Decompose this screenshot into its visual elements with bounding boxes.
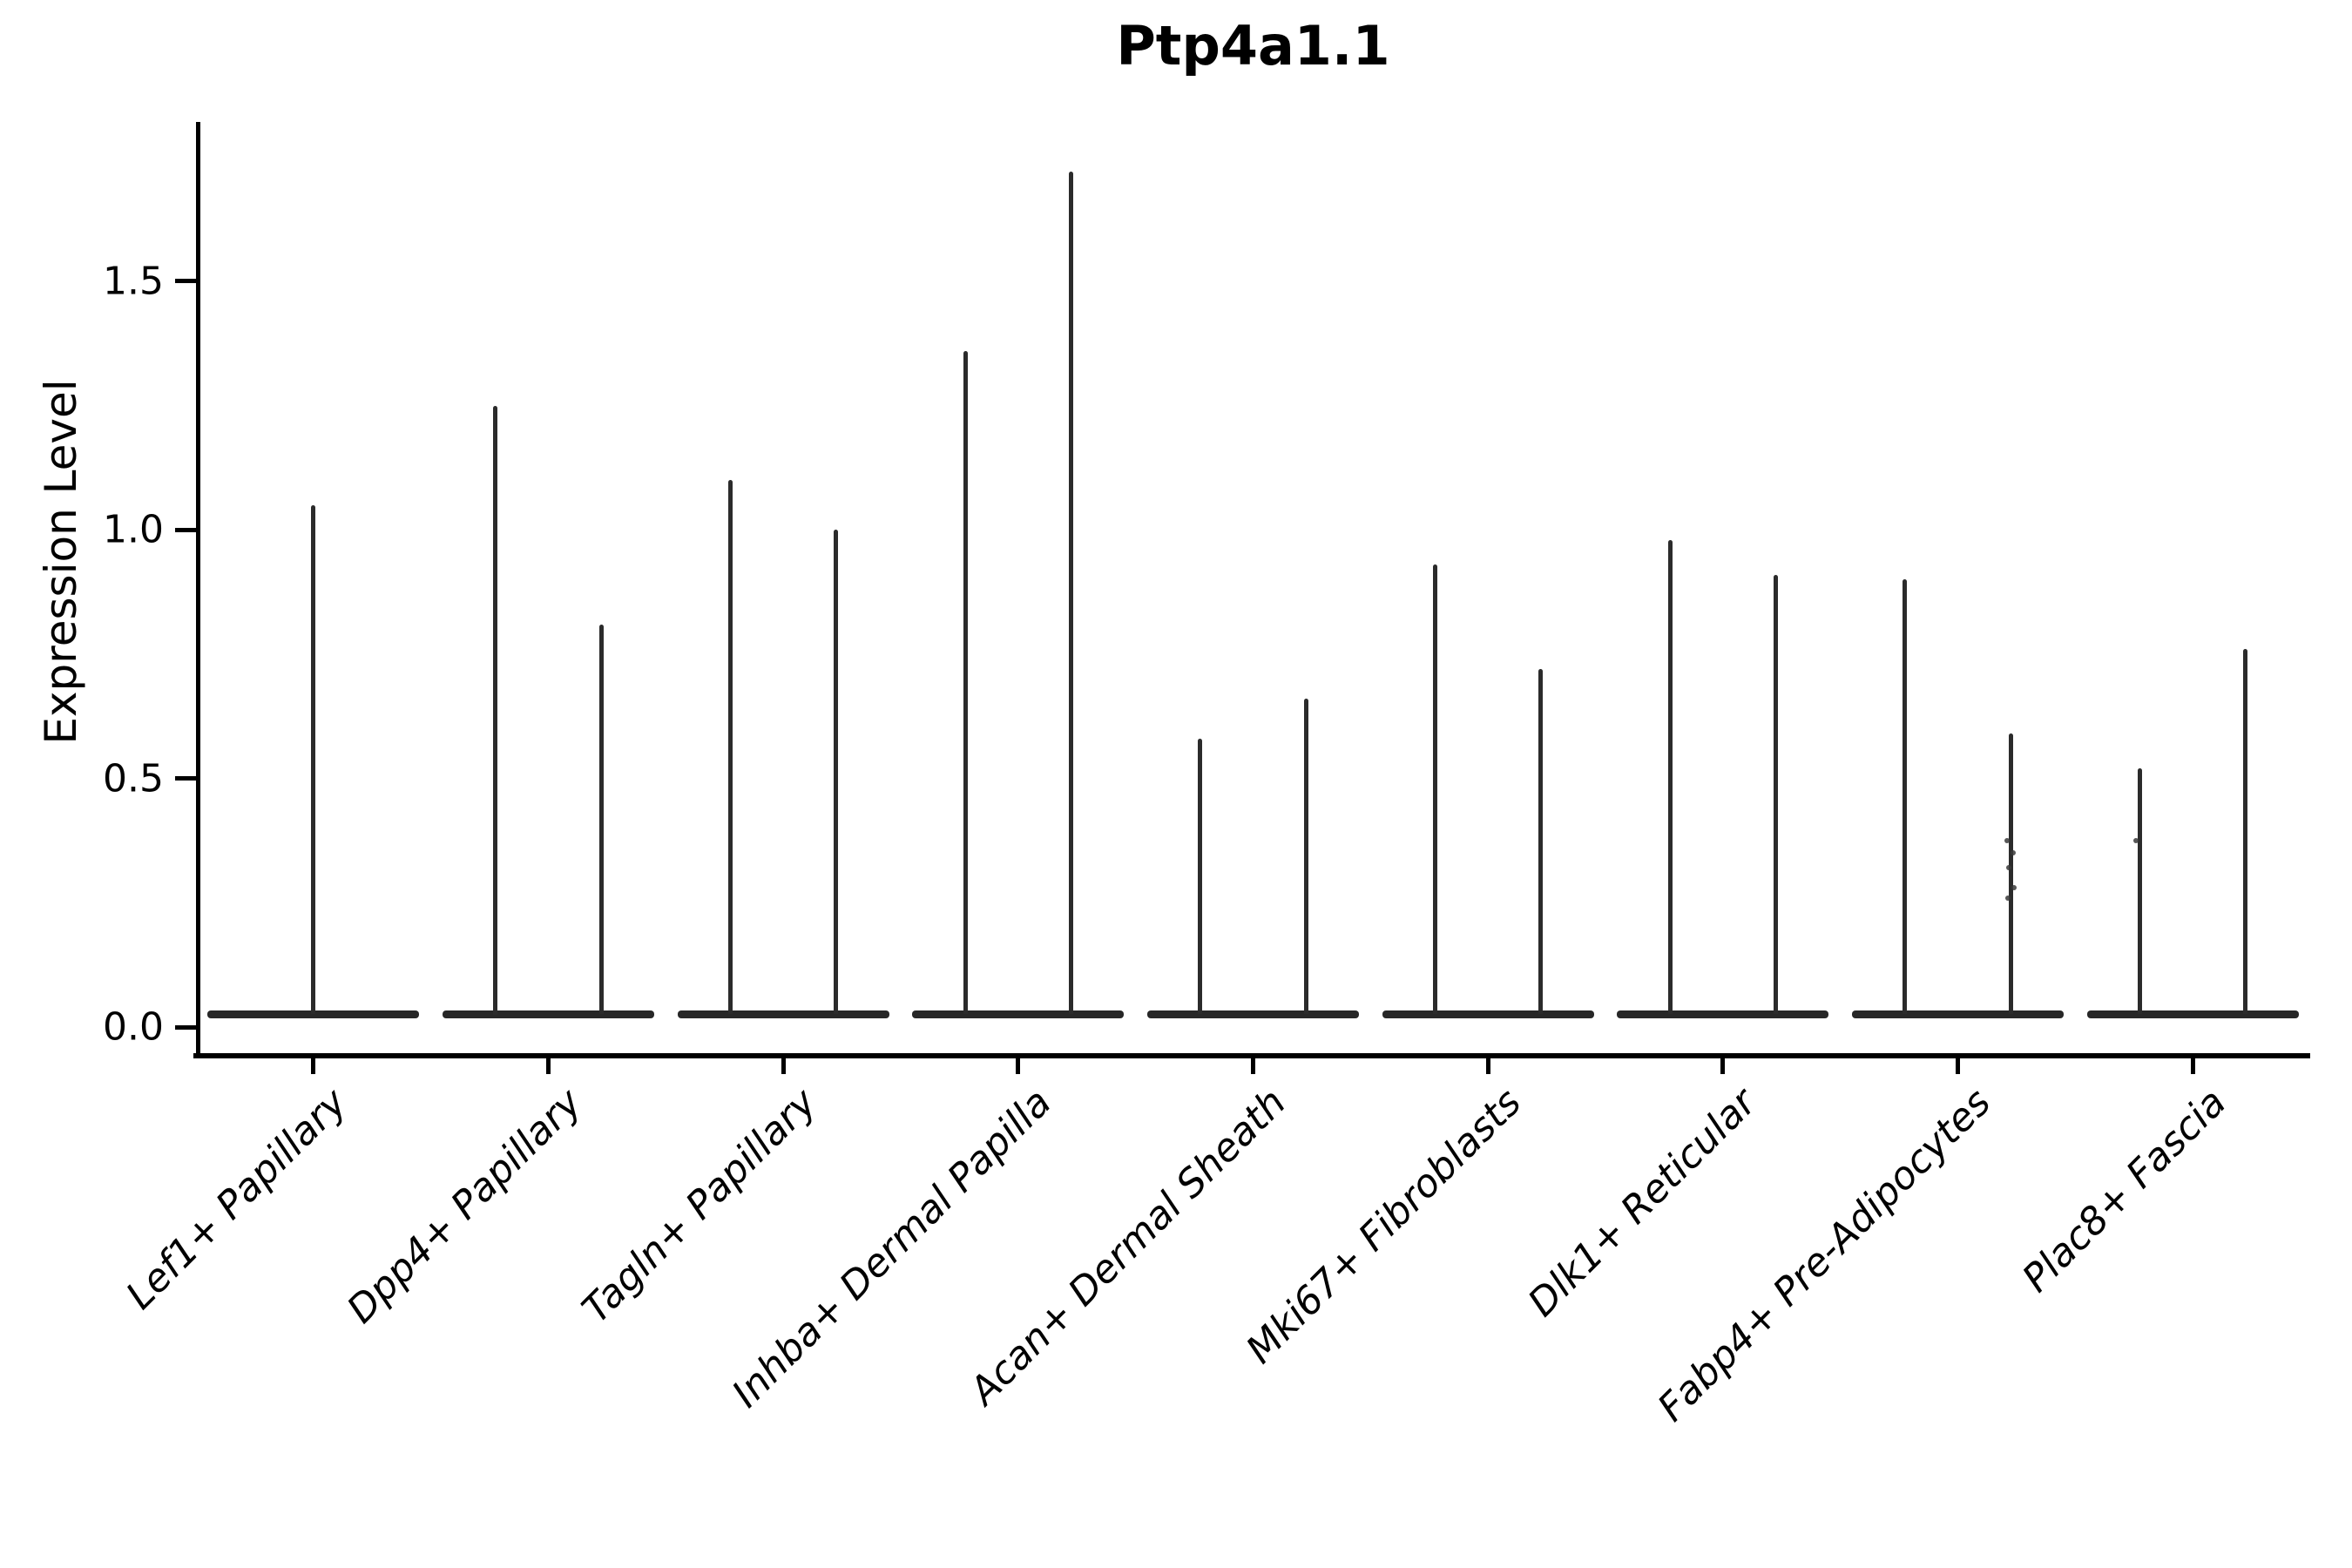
violin-spike [311,504,316,1015]
violin-spike [1069,172,1073,1015]
violin-base [443,1010,654,1018]
y-tick-mark [175,279,197,284]
x-tick-label: Dpp4+ Papillary [338,1080,591,1333]
expression-point [2004,837,2011,843]
violin-spike [1667,539,1673,1015]
x-tick-mark [1956,1056,1960,1074]
violin-spike [727,480,733,1015]
y-tick-mark [175,1024,197,1030]
violin-spike [1774,574,1778,1015]
x-tick-mark [781,1056,786,1074]
violin-spike [493,405,498,1015]
y-tick-label: 0.0 [103,1004,164,1050]
violin-spike [2008,733,2013,1015]
x-tick-mark [1720,1056,1726,1074]
y-axis-label: Expression Level [36,379,86,745]
x-tick-mark [1016,1056,1021,1074]
x-tick-label: Plac8+ Fascia [2013,1080,2235,1301]
expression-point [2005,895,2011,901]
violin-base [677,1010,889,1018]
x-tick-label: Tagln+ Papillary [573,1080,826,1332]
y-tick-label: 1.5 [103,259,164,304]
expression-point [2133,837,2139,843]
violin-spike [2243,649,2248,1015]
x-tick-mark [546,1056,551,1074]
violin-base [2086,1010,2299,1018]
y-tick-mark [175,527,197,532]
violin-spike [1303,699,1308,1015]
x-tick-mark [2190,1056,2195,1074]
y-axis-spine [196,122,200,1058]
violin-spike [1198,738,1203,1015]
y-tick-label: 1.0 [103,507,164,552]
violin-base [207,1010,420,1018]
expression-point [2011,850,2017,856]
violin-spike [963,350,968,1015]
violin-spike [834,530,839,1015]
x-tick-label: Dlk1+ Reticular [1519,1080,1765,1326]
expression-point [2011,885,2017,891]
y-tick-label: 0.5 [103,756,164,801]
violin-base [1852,1010,2064,1018]
violin-base [912,1010,1125,1018]
violin-spike [1432,564,1437,1015]
violin-base [1382,1010,1594,1018]
y-tick-mark [175,776,197,781]
violin-spike [2137,768,2142,1015]
violin-base [1617,1010,1829,1018]
violin-spike [1903,579,1908,1015]
x-tick-mark [1251,1056,1255,1074]
x-tick-mark [1485,1056,1490,1074]
x-tick-mark [311,1056,316,1074]
violin-spike [1538,669,1544,1015]
violin-spike [598,624,604,1015]
x-tick-label: Lef1+ Papillary [117,1080,355,1319]
chart-title: Ptp4a1.1 [1116,14,1390,78]
violin-base [1147,1010,1359,1018]
expression-point [2006,865,2012,871]
